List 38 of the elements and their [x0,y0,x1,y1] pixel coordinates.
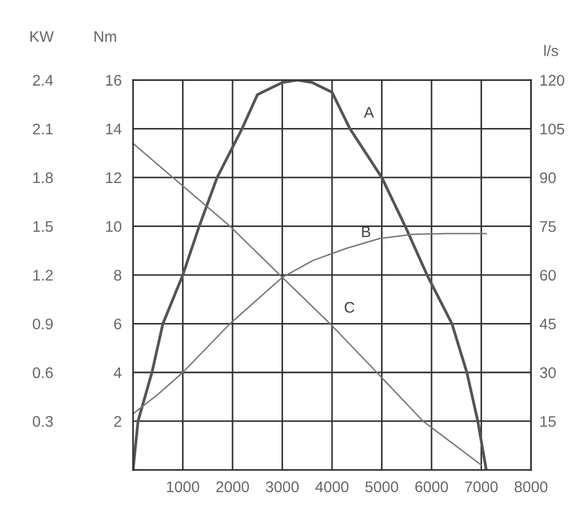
y-tick-label: 2 [114,416,122,427]
x-tick-label: 7000 [465,481,498,492]
y3-tick-label: 1.5 [33,221,53,232]
x-tick-label: 1000 [166,481,200,492]
y3-tick-label: 2.1 [32,124,53,134]
y3-axis-title: KW [30,31,54,42]
y-tick-label: 16 [106,74,122,86]
y3-tick-label: 1.2 [33,270,53,281]
y2-tick-label: 30 [540,367,556,378]
x-tick-label: 5000 [365,481,398,492]
series-label: B [362,226,370,238]
y2-tick-label: 15 [540,416,556,427]
series-label: A [364,107,374,118]
y3-tick-label: 0.3 [32,416,53,427]
y2-tick-label: 105 [540,124,564,134]
y-tick-label: 14 [106,124,122,134]
y-tick-label: 4 [114,367,122,378]
x-tick-label: 8000 [514,481,548,492]
y3-tick-label: 0.9 [32,318,53,330]
y-tick-label: 8 [114,270,122,281]
y-tick-label: 12 [106,172,122,184]
y-axis-title: Nm [94,31,116,42]
y-tick-label: 10 [106,221,122,232]
y2-tick-label: 75 [540,221,556,232]
y3-tick-label: 1.8 [33,172,53,184]
series-label: C [344,302,354,313]
y2-tick-label: 60 [540,270,556,281]
y2-tick-label: 45 [540,318,556,330]
x-tick-label: 2000 [216,481,249,492]
y3-tick-label: 2.4 [32,74,54,86]
x-tick-label: 3000 [266,481,299,492]
x-tick-label: 4000 [315,481,348,492]
x-tick-label: 6000 [415,481,448,492]
y2-tick-label: 90 [540,172,556,184]
y3-tick-label: 0.6 [32,367,53,378]
y-tick-label: 6 [114,318,122,330]
y2-tick-label: 120 [540,74,564,86]
y2-axis-title: l/s [544,44,558,56]
